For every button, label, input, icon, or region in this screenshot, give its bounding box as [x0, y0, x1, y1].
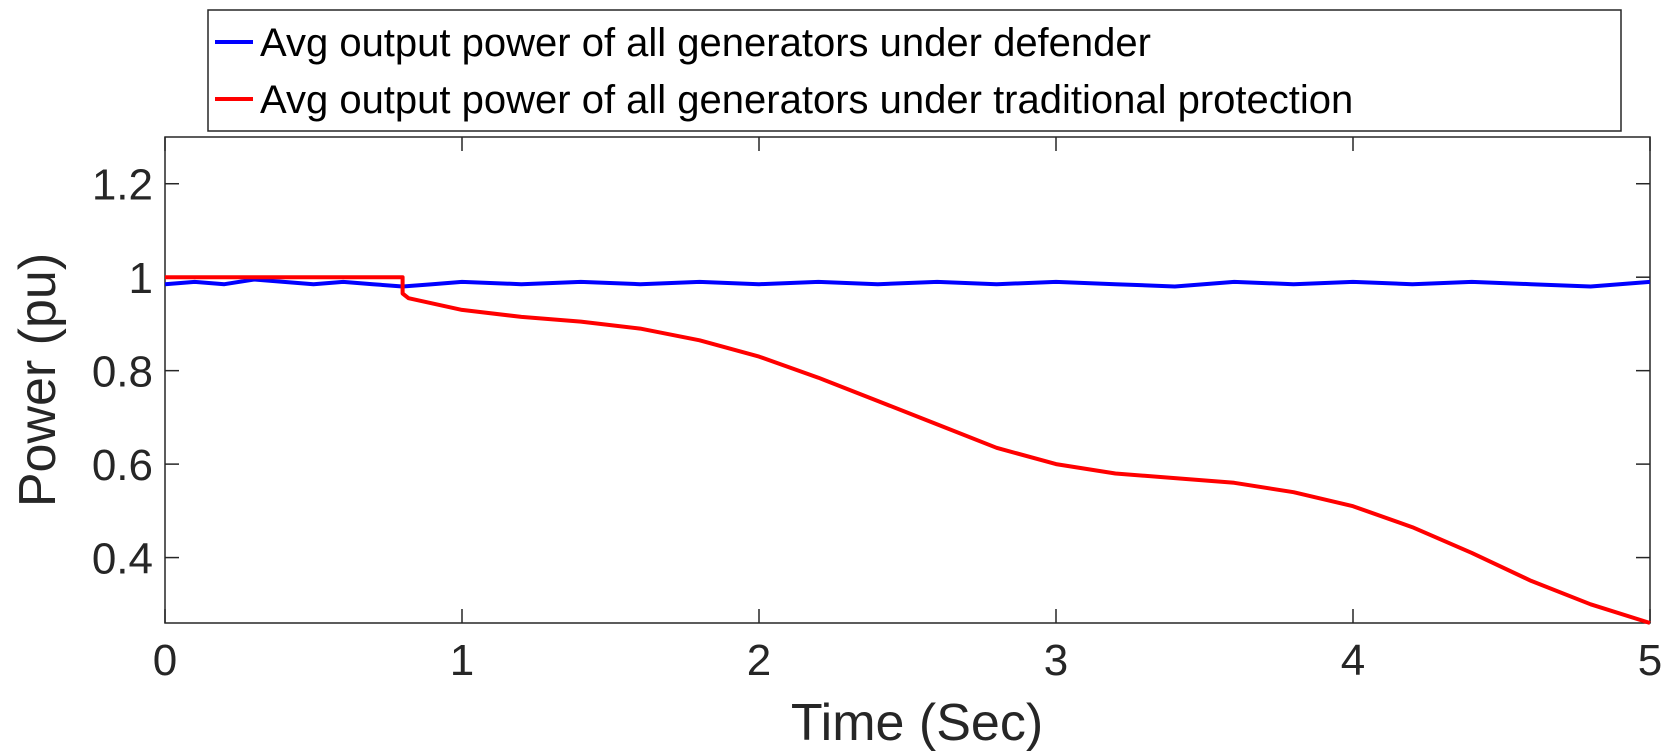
legend-box [207, 9, 1622, 132]
y-tick-label: 0.6 [92, 441, 153, 490]
series-lines [164, 275, 1651, 625]
plot-area [164, 136, 1651, 624]
x-tick-label: 1 [450, 636, 474, 685]
x-tick-label: 2 [747, 636, 771, 685]
series-line-traditional [165, 275, 1651, 625]
x-tick-label: 5 [1638, 636, 1661, 685]
legend-label-defender: Avg output power of all generators under… [260, 21, 1151, 65]
x-tick-label: 4 [1341, 636, 1365, 685]
x-axis-label: Time (Sec) [791, 694, 1043, 751]
x-tick-label: 3 [1044, 636, 1068, 685]
legend-label-traditional: Avg output power of all generators under… [260, 78, 1353, 122]
y-tick-label: 0.8 [92, 348, 153, 397]
y-tick-label: 1.2 [92, 161, 153, 210]
legend: Avg output power of all generators under… [207, 9, 1622, 132]
y-tick-label: 0.4 [92, 535, 153, 584]
series-line-defender [164, 277, 1651, 289]
y-axis-label: Power (pu) [9, 253, 67, 507]
y-tick-label: 1 [129, 254, 153, 303]
x-tick-label: 0 [153, 636, 177, 685]
axis-ticks: 0 1 2 3 4 5 0.4 0.6 0.8 1 1.2 [92, 137, 1661, 685]
